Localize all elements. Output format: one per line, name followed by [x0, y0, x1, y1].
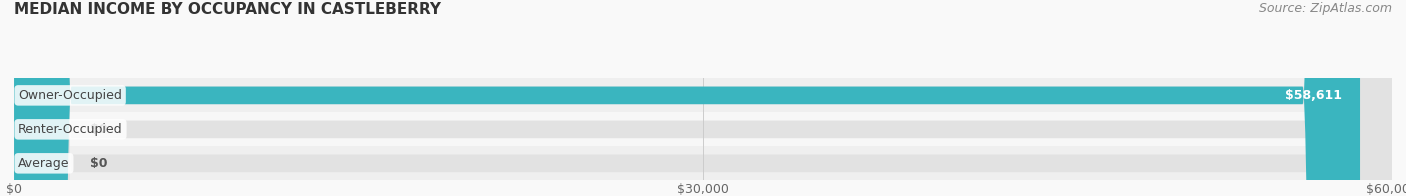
Text: $58,611: $58,611 — [1285, 89, 1341, 102]
FancyBboxPatch shape — [14, 0, 1392, 196]
Text: MEDIAN INCOME BY OCCUPANCY IN CASTLEBERRY: MEDIAN INCOME BY OCCUPANCY IN CASTLEBERR… — [14, 2, 441, 17]
Text: Renter-Occupied: Renter-Occupied — [18, 123, 122, 136]
Text: $0: $0 — [90, 123, 107, 136]
Text: Source: ZipAtlas.com: Source: ZipAtlas.com — [1258, 2, 1392, 15]
Bar — [14, 78, 1392, 112]
Bar — [14, 112, 1392, 146]
Text: Owner-Occupied: Owner-Occupied — [18, 89, 122, 102]
FancyBboxPatch shape — [14, 0, 1360, 196]
Bar — [14, 146, 1392, 180]
Text: $0: $0 — [90, 157, 107, 170]
FancyBboxPatch shape — [14, 0, 1392, 196]
FancyBboxPatch shape — [14, 0, 1392, 196]
Text: Average: Average — [18, 157, 70, 170]
